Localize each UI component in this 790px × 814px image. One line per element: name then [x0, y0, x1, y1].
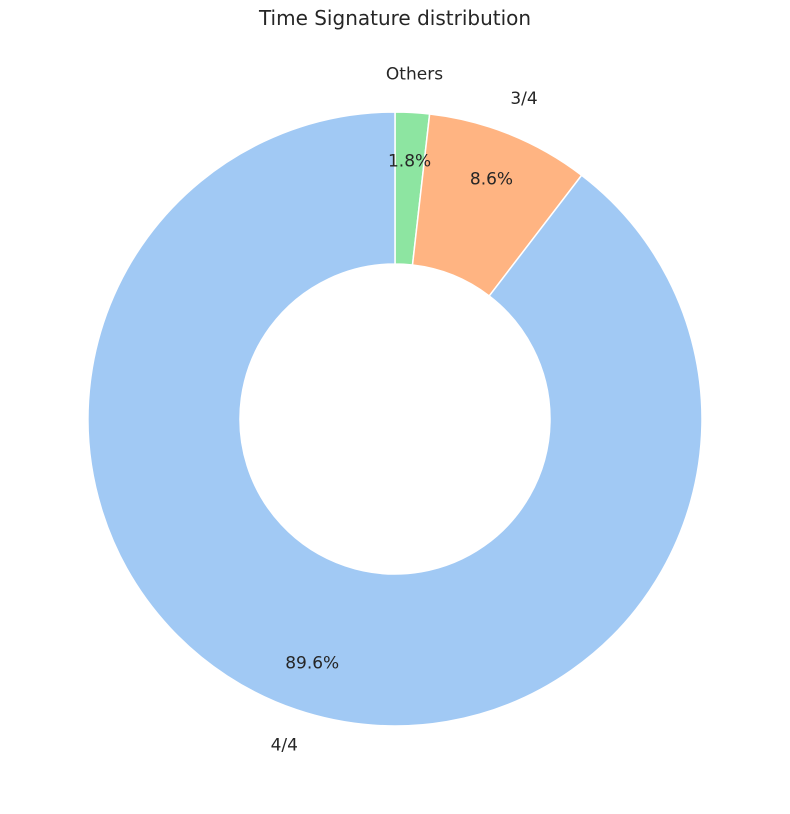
slice-label-3-4: 3/4 [510, 89, 537, 109]
pct-label-3-4: 8.6% [470, 170, 513, 190]
slices-layer [87, 111, 703, 727]
chart-title: Time Signature distribution [258, 6, 531, 30]
pct-label-4-4: 89.6% [285, 653, 339, 673]
pct-label-others: 1.8% [388, 151, 431, 171]
slice-4-4 [87, 111, 703, 727]
slice-label-others: Others [386, 65, 443, 85]
labels-layer: Others 1.8% 3/4 8.6% 4/4 89.6% [271, 65, 538, 756]
slice-label-4-4: 4/4 [271, 736, 298, 756]
